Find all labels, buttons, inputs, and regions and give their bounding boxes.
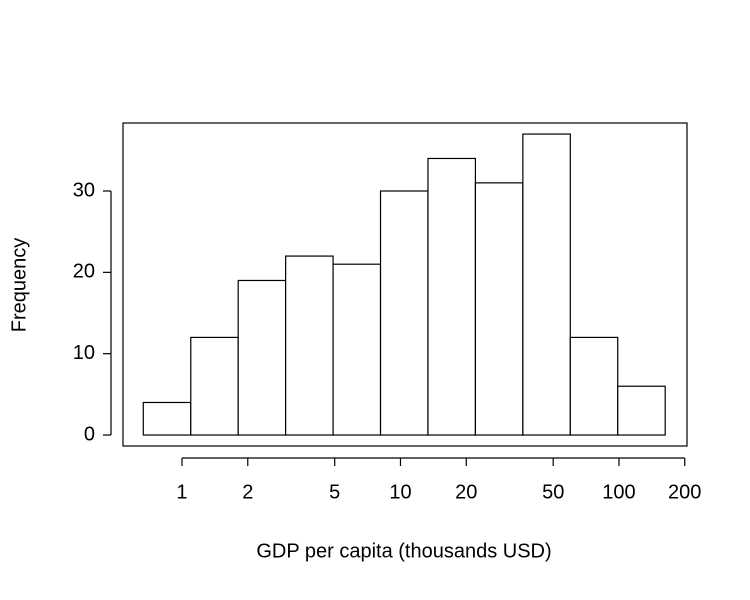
x-tick-label: 20	[455, 481, 477, 503]
bar	[522, 133, 571, 436]
plot-frame	[122, 122, 688, 447]
x-tick-label: 10	[389, 481, 411, 503]
bar	[332, 263, 382, 436]
y-tick-label: 20	[73, 261, 95, 283]
bar	[474, 182, 524, 436]
y-tick-label: 30	[73, 179, 95, 201]
x-tick-label: 1	[176, 481, 187, 503]
x-tick-label: 5	[329, 481, 340, 503]
bar	[285, 255, 334, 436]
x-tick-label: 100	[602, 481, 635, 503]
bar	[379, 190, 429, 436]
x-tick-label: 200	[668, 481, 701, 503]
bar	[569, 336, 619, 436]
x-tick-label: 50	[542, 481, 564, 503]
y-tick-label: 0	[84, 423, 95, 445]
y-tick-label: 10	[73, 342, 95, 364]
x-tick-label: 2	[242, 481, 253, 503]
bar	[427, 157, 477, 436]
bar	[142, 401, 192, 436]
x-axis-label: GDP per capita (thousands USD)	[256, 540, 551, 562]
bar	[190, 336, 239, 436]
bar	[617, 385, 666, 436]
y-axis-label: Frequency	[8, 238, 30, 333]
bar	[237, 279, 287, 436]
